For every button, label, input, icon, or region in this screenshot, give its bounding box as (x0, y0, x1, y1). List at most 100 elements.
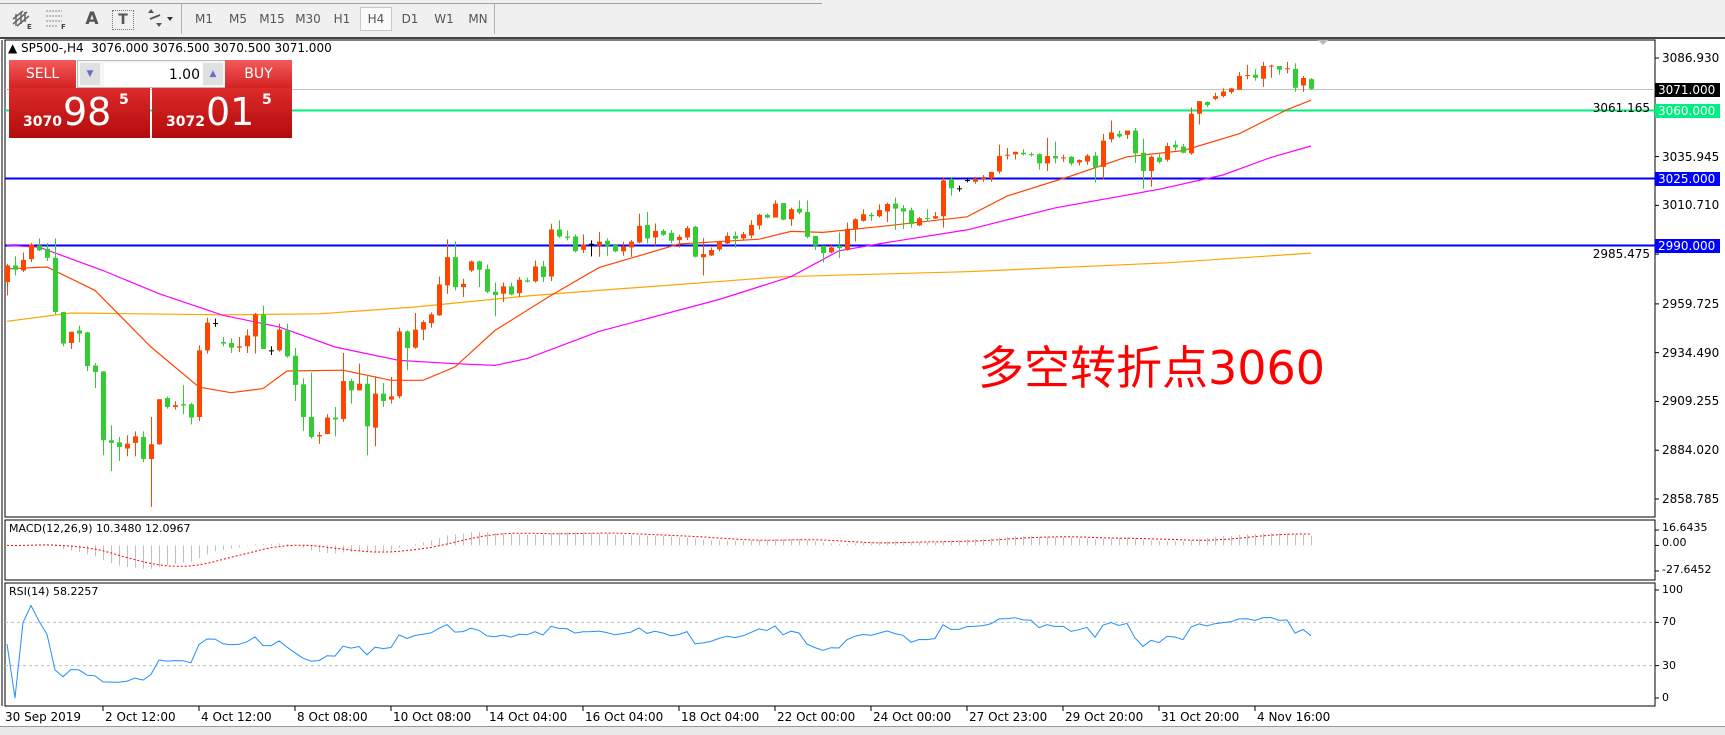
chart-window[interactable] (0, 39, 1725, 726)
candle (797, 200, 802, 215)
candle-body (1037, 154, 1042, 164)
candle-body (477, 261, 482, 270)
macd-axis-label: -27.6452 (1662, 563, 1712, 576)
candle-body (829, 247, 834, 253)
candle (181, 385, 186, 415)
candle-body (29, 244, 34, 260)
candle (661, 229, 666, 236)
candle (133, 431, 138, 457)
candle (1109, 120, 1114, 143)
candle-body (861, 214, 866, 221)
macd-label: MACD(12,26,9) 10.3480 12.0967 (9, 522, 191, 535)
buy-button[interactable]: BUY (225, 60, 292, 88)
candle-body (213, 323, 218, 325)
timeframe-d1[interactable]: D1 (401, 12, 419, 26)
candle (1285, 61, 1290, 74)
candle-body (757, 214, 762, 226)
candle (605, 238, 610, 256)
candle (1165, 142, 1170, 162)
candle-body (1205, 101, 1210, 106)
buy-price-box[interactable]: 3072 01 5 (152, 88, 292, 138)
candle (45, 243, 50, 262)
candle (357, 363, 362, 391)
candle-body (701, 254, 706, 258)
timeframe-mn[interactable]: MN (468, 12, 488, 26)
candle (1261, 61, 1266, 87)
candle-body (285, 330, 290, 357)
arrows-icon[interactable] (143, 7, 177, 31)
toolbar-separator (494, 4, 495, 34)
time-axis-label: 16 Oct 04:00 (585, 710, 664, 724)
timeframe-w1[interactable]: W1 (434, 12, 454, 26)
candle (309, 372, 314, 439)
candle (1117, 130, 1122, 138)
candle (341, 353, 346, 422)
candle (13, 256, 18, 276)
text-label-icon[interactable]: T (112, 10, 134, 30)
candle (1197, 101, 1202, 125)
price-axis-label: 2959.725 (1662, 296, 1720, 311)
timeframe-m30[interactable]: M30 (295, 12, 321, 26)
sell-button[interactable]: SELL (9, 60, 76, 88)
candle (397, 327, 402, 399)
candle (405, 330, 410, 371)
candle (1253, 69, 1258, 81)
candle-body (1181, 146, 1186, 153)
candle (549, 223, 554, 282)
candle-body (1029, 154, 1034, 156)
candle (461, 278, 466, 297)
candle-body (1285, 68, 1290, 70)
timeframe-m5[interactable]: M5 (229, 12, 247, 26)
rsi-axis-label: 70 (1662, 615, 1676, 629)
sell-price-box[interactable]: 3070 98 5 (9, 88, 150, 138)
candle (205, 317, 210, 354)
timeframe-h4[interactable]: H4 (360, 7, 392, 31)
candle (1133, 127, 1138, 163)
candle-body (221, 342, 226, 344)
time-axis-label: 29 Oct 20:00 (1065, 710, 1144, 724)
candle (541, 261, 546, 283)
candle-body (381, 393, 386, 401)
candle-body (461, 283, 466, 288)
lot-decrease-button[interactable]: ▼ (80, 63, 100, 85)
candle-body (13, 265, 18, 270)
candle-body (741, 234, 746, 239)
timeframe-m1[interactable]: M1 (195, 12, 213, 26)
buy-price-big: 01 (206, 90, 255, 134)
candle-body (1149, 156, 1154, 171)
candle (213, 318, 218, 327)
candle (765, 213, 770, 219)
candle (429, 312, 434, 328)
candle-body (1221, 91, 1226, 97)
chart-expert-icon[interactable]: E (8, 7, 36, 31)
candle-body (413, 329, 418, 348)
candle-body (293, 355, 298, 385)
text-icon[interactable]: A (85, 9, 99, 29)
timeframe-m15[interactable]: M15 (259, 12, 285, 26)
timeframe-h1[interactable]: H1 (333, 12, 351, 26)
candle-body (93, 365, 98, 372)
candle (949, 177, 954, 196)
candle-body (309, 417, 314, 437)
lot-increase-button[interactable]: ▲ (203, 63, 223, 85)
candle (285, 323, 290, 358)
grid-icon[interactable]: F (42, 7, 70, 31)
candle-body (717, 242, 722, 250)
candle-body (573, 236, 578, 252)
price-axis-label: 3010.710 (1662, 198, 1720, 213)
candle (557, 220, 562, 238)
candle-body (781, 203, 786, 220)
candle-body (1189, 113, 1194, 154)
price-axis-label: 2934.490 (1662, 345, 1720, 360)
candle-body (1093, 155, 1098, 168)
chart-shift-marker-icon (1318, 40, 1328, 45)
candle (981, 175, 986, 182)
candle-body (5, 265, 10, 283)
candle (501, 282, 506, 303)
lot-size-input[interactable] (104, 63, 203, 87)
time-axis-label: 8 Oct 08:00 (297, 710, 368, 724)
candle-body (397, 331, 402, 397)
chart-tabs-bar[interactable] (0, 726, 1725, 735)
buy-price-sup: 5 (262, 92, 272, 108)
